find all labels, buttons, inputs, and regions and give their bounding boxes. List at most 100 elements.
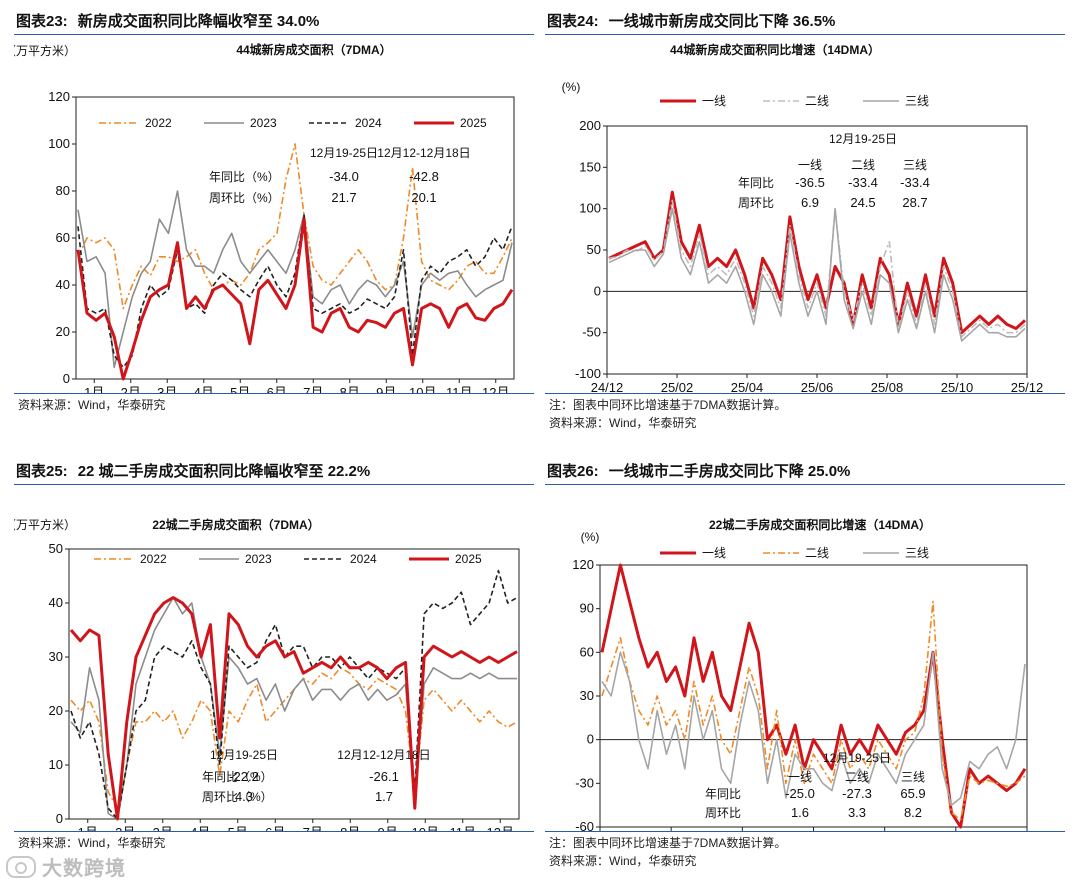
x-tick-label: 12月 [487,825,514,831]
y-tick-label: 0 [587,732,594,747]
legend-label: 二线 [805,94,829,108]
legend-label: 2025 [460,116,487,130]
series-line-2024 [77,213,513,369]
x-tick-label: 25/10 [941,380,974,393]
annotation-row-label: 周环比（%） [209,191,280,205]
annotation-col-header: 12月19-25日 [210,748,278,762]
annotation-value: 8.2 [904,805,922,820]
annotation-col-header: 12月19-25日 [310,146,378,160]
chart-title: 44城新房成交面积（7DMA） [236,42,391,57]
annotation-value: -25.0 [785,786,815,801]
source-text: 资料来源：Wind，华泰研究 [18,398,166,412]
x-tick-label: 8月 [340,825,360,831]
annotation-value: 6.9 [801,195,819,210]
annotation-value: 1.6 [791,805,809,820]
x-tick-label: 10月 [409,385,436,393]
watermark-text: 大数跨境 [42,858,126,880]
x-tick-label: 6月 [265,825,285,831]
note-text: 注：图表中同环比增速基于7DMA数据计算。 [549,836,787,850]
x-tick-label: 25/08 [871,380,904,393]
y-tick-label: 40 [49,595,63,610]
y-tick-label: 120 [48,89,70,104]
chart-area: 44城新房成交面积同比增速（14DMA） (%) -100 -50 0 50 100 150 2… [562,42,1044,393]
annotation-value: -42.8 [409,169,439,184]
annotation-col-header: 二线 [845,770,869,784]
annotation-value: 1.7 [375,789,393,804]
annotation-value: -33.4 [900,175,930,190]
series-line-二线 [601,600,1026,821]
series-line-二线 [608,199,1026,338]
figure-title: 新房成交面积同比降幅收窄至 34.0% [77,13,320,30]
chart-title: 22城二手房成交面积同比增速（14DMA） [709,517,931,532]
y-tick-label: 0 [63,371,70,386]
y-axis-label: （万平方米） [14,517,76,532]
y-tick-label: 90 [580,601,594,616]
source-text: 资料来源：Wind，华泰研究 [549,854,697,868]
y-tick-label: -100 [575,366,601,381]
y-tick-label: 20 [56,324,70,339]
x-tick-label: 4月 [194,385,214,393]
annotation-value: 21.7 [331,190,356,205]
legend-label: 三线 [905,94,929,108]
annotation-col-header: 12月12-12月18日 [377,146,470,160]
x-tick-label: 9月 [376,385,396,393]
plot-frame [68,548,520,820]
y-tick-label: 200 [579,118,601,133]
annotation-col-header: 一线 [798,158,822,172]
x-tick-label: 1月 [78,825,98,831]
series-line-2022 [77,143,513,310]
annotation-value: 24.5 [850,195,875,210]
annotation-value: 3.3 [848,805,866,820]
annotation-date: 12月19-25日 [823,751,891,765]
watermark-logo-icon [6,855,36,878]
annotation-row-label: 周环比 [705,806,741,820]
annotation-row-label: 周环比（%） [202,790,273,804]
figure-title: 22 城二手房成交面积同比降幅收窄至 22.2% [77,463,371,480]
figure-25: 图表25: 22 城二手房成交面积同比降幅收窄至 22.2% 22城二手房成交面积… [14,460,534,852]
x-tick-label: 10月 [412,825,439,831]
x-tick-label: 7月 [303,825,323,831]
series-line-一线 [608,190,1027,335]
annotation-col-header: 12月12-12月18日 [337,748,430,762]
x-tick-label: 3月 [153,825,173,831]
y-tick-label: 0 [56,811,63,826]
annotation-value: 20.1 [411,190,436,205]
annotation-value: -33.4 [848,175,878,190]
figure-number: 图表25: [16,463,68,480]
legend-label: 2024 [350,552,377,566]
y-tick-label: 30 [580,688,594,703]
y-tick-label: 100 [48,136,70,151]
x-tick-label: 1月 [84,385,104,393]
series-line-2025 [69,596,518,821]
annotation-col-header: 二线 [851,158,875,172]
y-tick-label: 80 [56,183,70,198]
chart-title: 44城新房成交面积同比增速（14DMA） [670,42,880,57]
y-tick-label: 100 [579,201,601,216]
note-text: 注：图表中同环比增速基于7DMA数据计算。 [549,398,787,412]
figure-heading: 图表25: 22 城二手房成交面积同比降幅收窄至 22.2% [14,460,534,485]
x-tick-label: 11月 [446,385,473,393]
y-tick-label: -30 [575,775,594,790]
x-tick-label: 24/12 [591,380,624,393]
annotation-row-label: 年同比（%） [209,170,280,184]
legend-label: 2024 [355,116,382,130]
series-line-2025 [76,217,514,381]
figure-heading: 图表24: 一线城市新房成交同比下降 36.5% [545,10,1065,35]
figure-number: 图表23: [16,13,68,30]
figure-title: 一线城市二手房成交同比下降 25.0% [608,463,851,480]
x-tick-label: 4月 [190,825,210,831]
legend-label: 二线 [805,546,829,560]
x-tick-label: 9月 [378,825,398,831]
source-block: 资料来源：Wind，华泰研究 [14,831,534,852]
figure-24: 图表24: 一线城市新房成交同比下降 36.5% 44城新房成交面积同比增速（14… [545,10,1065,432]
annotation-col-header: 三线 [901,770,925,784]
y-tick-label: -50 [582,325,601,340]
figure-heading: 图表26: 一线城市二手房成交同比下降 25.0% [545,460,1065,485]
series-line-2023 [70,596,517,820]
annotation-value: -26.1 [369,769,399,784]
y-tick-label: -60 [575,819,594,831]
annotation-value: 4.3 [235,789,253,804]
figure-23: 图表23: 新房成交面积同比降幅收窄至 34.0% 44城新房成交面积（7DMA）… [14,10,534,414]
figure-title: 一线城市新房成交同比下降 36.5% [608,13,836,30]
figure-number: 图表26: [547,463,599,480]
